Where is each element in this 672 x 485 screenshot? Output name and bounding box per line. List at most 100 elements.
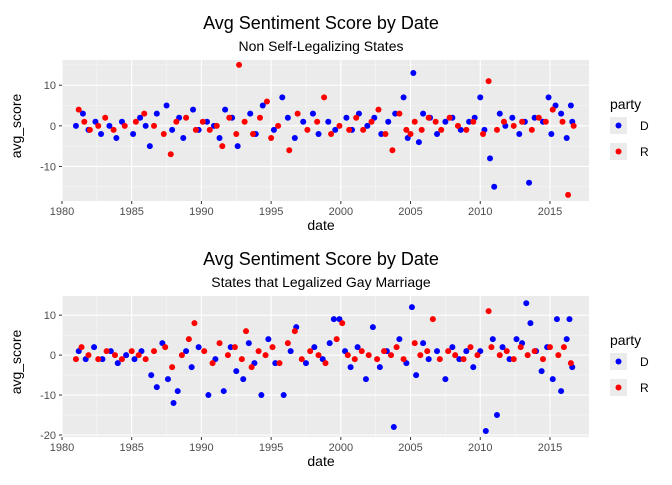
data-point-r bbox=[381, 348, 388, 355]
y-axis-label: avg_score bbox=[8, 93, 24, 158]
data-point-d bbox=[309, 110, 316, 117]
data-point-d bbox=[220, 388, 227, 395]
data-point-r bbox=[199, 118, 206, 125]
data-point-r bbox=[298, 356, 305, 363]
data-point-d bbox=[279, 94, 286, 101]
data-point-r bbox=[128, 348, 135, 355]
data-point-d bbox=[470, 364, 477, 371]
data-point-d bbox=[287, 348, 294, 355]
data-point-r bbox=[276, 360, 283, 367]
data-point-r bbox=[368, 118, 375, 125]
chart-title: Avg Sentiment Score by Date bbox=[203, 249, 439, 269]
data-point-d bbox=[362, 376, 369, 383]
data-point-r bbox=[291, 328, 298, 335]
x-tick-label: 2005 bbox=[398, 442, 422, 454]
chart-1: Avg Sentiment Score by Date Non Self-Leg… bbox=[8, 13, 672, 233]
data-point-d bbox=[343, 114, 350, 121]
data-point-r bbox=[333, 336, 340, 343]
chart-title: Avg Sentiment Score by Date bbox=[203, 13, 439, 33]
data-point-r bbox=[467, 344, 474, 351]
data-point-d bbox=[526, 179, 533, 186]
data-point-r bbox=[365, 352, 372, 359]
plot-area: 1980 1985 1990 1995 2000 2005 2010 2015 -20 -10 0 1… bbox=[40, 296, 589, 454]
data-point-d bbox=[280, 392, 287, 399]
data-point-d bbox=[258, 392, 265, 399]
x-tick-label: 2015 bbox=[538, 206, 562, 218]
data-point-d bbox=[259, 102, 266, 109]
chart-2: Avg Sentiment Score by Date States that … bbox=[8, 249, 672, 469]
data-point-d bbox=[98, 130, 105, 137]
data-point-r bbox=[160, 130, 167, 137]
data-point-r bbox=[400, 356, 407, 363]
data-point-d bbox=[142, 122, 149, 129]
data-point-r bbox=[236, 61, 243, 68]
data-point-d bbox=[378, 130, 385, 137]
data-point-d bbox=[415, 139, 422, 146]
data-point-d bbox=[240, 376, 247, 383]
data-point-r bbox=[216, 340, 223, 347]
data-point-d bbox=[563, 336, 570, 343]
data-point-d bbox=[183, 348, 190, 355]
data-point-d bbox=[332, 126, 339, 133]
data-point-r bbox=[546, 344, 553, 351]
data-point-d bbox=[523, 300, 530, 307]
x-tick-label: 1980 bbox=[50, 442, 74, 454]
x-tick-label: 2015 bbox=[538, 442, 562, 454]
data-point-d bbox=[558, 110, 565, 117]
data-point-d bbox=[170, 400, 177, 407]
data-point-d bbox=[300, 118, 307, 125]
data-point-d bbox=[392, 110, 399, 117]
data-point-d bbox=[180, 135, 187, 142]
data-point-r bbox=[555, 352, 562, 359]
data-point-d bbox=[420, 110, 427, 117]
x-tick-label: 1995 bbox=[259, 442, 283, 454]
data-point-d bbox=[516, 130, 523, 137]
data-point-r bbox=[86, 126, 93, 133]
data-point-r bbox=[393, 344, 400, 351]
y-tick-label: 10 bbox=[44, 310, 56, 322]
x-tick-label: 1985 bbox=[119, 442, 143, 454]
data-point-r bbox=[151, 348, 158, 355]
data-point-d bbox=[245, 340, 252, 347]
data-point-r bbox=[191, 320, 198, 327]
data-point-r bbox=[121, 122, 128, 129]
data-point-r bbox=[503, 348, 510, 355]
data-point-d bbox=[284, 114, 291, 121]
data-point-d bbox=[434, 348, 441, 355]
y-tick-label: 0 bbox=[50, 121, 56, 133]
data-point-d bbox=[302, 360, 309, 367]
data-point-r bbox=[256, 114, 263, 121]
data-point-r bbox=[173, 118, 180, 125]
data-point-d bbox=[449, 344, 456, 351]
legend: party D R bbox=[600, 326, 672, 406]
data-point-d bbox=[169, 126, 176, 133]
data-point-d bbox=[247, 110, 254, 117]
data-point-r bbox=[322, 360, 329, 367]
data-point-d bbox=[137, 114, 144, 121]
data-point-r bbox=[531, 348, 538, 355]
data-point-r bbox=[201, 348, 208, 355]
x-axis-label: date bbox=[307, 217, 334, 233]
data-point-r bbox=[102, 114, 109, 121]
data-point-r bbox=[339, 320, 346, 327]
x-tick-label: 1980 bbox=[50, 206, 74, 218]
legend-marker-r bbox=[615, 148, 622, 155]
data-point-r bbox=[565, 191, 572, 198]
data-point-d bbox=[188, 364, 195, 371]
data-point-d bbox=[527, 320, 534, 327]
data-point-d bbox=[114, 360, 121, 367]
data-point-d bbox=[364, 122, 371, 129]
data-point-d bbox=[106, 122, 113, 129]
data-point-r bbox=[95, 122, 102, 129]
data-point-r bbox=[488, 344, 495, 351]
data-point-d bbox=[163, 102, 170, 109]
data-point-r bbox=[517, 344, 524, 351]
data-point-r bbox=[524, 352, 531, 359]
data-point-r bbox=[262, 352, 269, 359]
data-point-d bbox=[164, 376, 171, 383]
data-point-r bbox=[445, 348, 452, 355]
data-point-r bbox=[510, 122, 517, 129]
data-point-r bbox=[528, 126, 535, 133]
data-point-r bbox=[535, 114, 542, 121]
